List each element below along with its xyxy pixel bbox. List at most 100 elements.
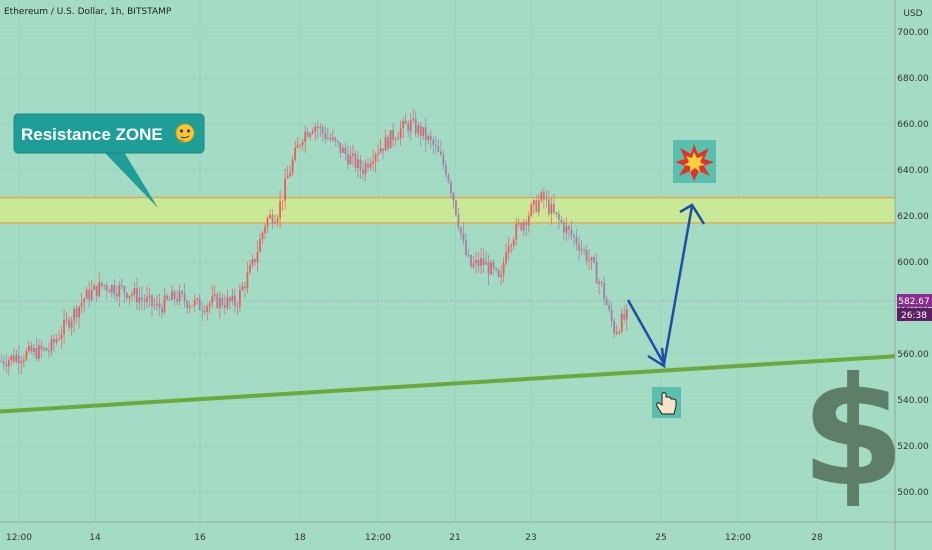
candle-body bbox=[512, 240, 515, 246]
candle-body bbox=[88, 289, 91, 300]
candle-body bbox=[347, 154, 349, 165]
explosion-icon bbox=[673, 140, 716, 183]
candlestick-series bbox=[0, 108, 628, 376]
candle-body bbox=[545, 199, 548, 200]
candle-body bbox=[364, 163, 367, 174]
candle-body bbox=[412, 118, 415, 121]
candle-body bbox=[239, 290, 241, 306]
candle-body bbox=[236, 305, 239, 307]
candle-body bbox=[20, 361, 23, 364]
candle-body bbox=[233, 295, 236, 306]
x-tick-label: 25 bbox=[655, 533, 666, 543]
candle-body bbox=[191, 305, 194, 307]
candle-body bbox=[266, 218, 269, 227]
candle-body bbox=[492, 262, 495, 269]
candle-body bbox=[146, 297, 148, 302]
support-trendline[interactable] bbox=[0, 354, 896, 414]
candle-body bbox=[326, 137, 329, 139]
candle-body bbox=[254, 258, 256, 263]
candle-body bbox=[399, 128, 402, 138]
candle-body bbox=[40, 345, 43, 350]
candle-body bbox=[113, 285, 116, 295]
candle-body bbox=[442, 154, 445, 165]
candle-body bbox=[216, 294, 219, 308]
candle-body bbox=[128, 295, 131, 299]
candle-body bbox=[22, 359, 25, 362]
candle-body bbox=[369, 163, 372, 168]
candle-body bbox=[304, 131, 307, 142]
x-tick-label: 12:00 bbox=[6, 533, 32, 543]
candle-body bbox=[565, 226, 568, 233]
candle-body bbox=[70, 320, 73, 328]
candle-body bbox=[502, 263, 505, 275]
candle-body bbox=[331, 137, 334, 140]
x-tick-label: 18 bbox=[294, 533, 306, 543]
candle-body bbox=[480, 258, 482, 266]
candle-body bbox=[33, 347, 35, 353]
candle-body bbox=[156, 303, 158, 306]
candle-body bbox=[244, 286, 246, 289]
x-tick-label: 28 bbox=[811, 533, 823, 543]
candle-body bbox=[487, 262, 490, 275]
candle-body bbox=[367, 163, 369, 168]
candle-body bbox=[103, 285, 106, 287]
candle-body bbox=[5, 364, 8, 367]
candle-body bbox=[573, 235, 575, 238]
candle-body bbox=[60, 334, 63, 339]
candle-body bbox=[339, 142, 342, 153]
candle-body bbox=[198, 298, 201, 311]
candle-body bbox=[598, 281, 600, 284]
candle-body bbox=[537, 200, 540, 212]
candle-body bbox=[374, 154, 377, 162]
candle-body bbox=[299, 144, 302, 146]
x-tick-label: 14 bbox=[89, 533, 101, 543]
candle-body bbox=[349, 155, 352, 165]
candle-body bbox=[608, 304, 611, 310]
candle-body bbox=[407, 123, 410, 132]
candle-body bbox=[105, 285, 108, 291]
candle-body bbox=[28, 345, 30, 352]
candle-body bbox=[148, 295, 151, 298]
candle-body bbox=[296, 144, 299, 148]
candle-body bbox=[590, 257, 593, 261]
candle-body bbox=[623, 313, 626, 320]
candle-body bbox=[362, 169, 364, 174]
candle-body bbox=[178, 291, 181, 302]
candle-body bbox=[63, 319, 65, 335]
candle-body bbox=[131, 294, 133, 296]
candle-body bbox=[613, 320, 616, 334]
candle-body bbox=[615, 331, 618, 334]
candle-body bbox=[439, 151, 442, 155]
candle-body bbox=[279, 201, 281, 219]
resistance-callout[interactable]: Resistance ZONE bbox=[13, 113, 205, 208]
candle-body bbox=[201, 310, 204, 312]
candle-body bbox=[593, 257, 595, 263]
candle-body bbox=[510, 245, 513, 247]
candle-body bbox=[65, 319, 68, 321]
candle-body bbox=[437, 145, 440, 152]
candle-body bbox=[226, 297, 229, 308]
y-tick-label: 620.00 bbox=[897, 212, 929, 222]
candle-body bbox=[603, 283, 606, 299]
candle-body bbox=[309, 133, 312, 137]
candle-body bbox=[490, 262, 492, 275]
candle-body bbox=[58, 338, 60, 340]
candle-body bbox=[445, 164, 447, 175]
candle-body bbox=[324, 132, 327, 139]
candle-body bbox=[213, 294, 216, 297]
candle-body bbox=[389, 130, 392, 149]
candle-body bbox=[173, 291, 176, 299]
resistance-zone-band bbox=[0, 197, 895, 223]
candle-body bbox=[352, 153, 354, 156]
x-axis[interactable]: 12:00 14 16 18 12:00 21 23 25 12:00 28 bbox=[6, 533, 823, 543]
callout-box bbox=[13, 113, 205, 154]
y-tick-label: 640.00 bbox=[897, 166, 929, 176]
candle-body bbox=[354, 153, 357, 168]
candle-body bbox=[515, 224, 518, 241]
candle-body bbox=[12, 355, 15, 362]
candle-body bbox=[472, 263, 475, 267]
candle-body bbox=[377, 152, 379, 155]
candle-body bbox=[553, 204, 555, 213]
y-tick-label: 540.00 bbox=[897, 396, 929, 406]
